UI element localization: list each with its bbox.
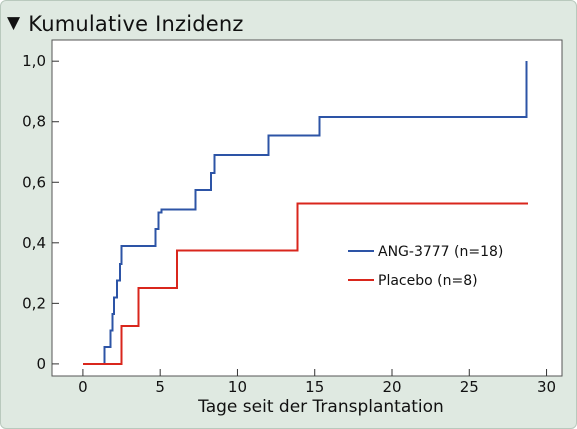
series-lines: [82, 61, 528, 365]
chart-title: Kumulative Inzidenz: [28, 12, 244, 36]
x-tick-label: 0: [78, 378, 88, 396]
y-tick-label: 0,8: [22, 113, 46, 131]
x-tick-label: 30: [537, 378, 556, 396]
legend: ANG-3777 (n=18) Placebo (n=8): [348, 244, 503, 289]
series-line-placebo: [82, 202, 528, 365]
x-tick-label: 25: [460, 378, 479, 396]
y-tick-label: 0,4: [22, 234, 46, 252]
x-tick-label: 10: [228, 378, 247, 396]
series-line-ang-3777: [82, 61, 528, 365]
plot-area: [51, 39, 563, 377]
x-axis-title: Tage seit der Transplantation: [197, 397, 444, 417]
x-tick-label: 20: [382, 378, 401, 396]
y-tick-label: 0: [36, 355, 46, 373]
legend-label: Placebo (n=8): [378, 273, 478, 289]
axis-ticks: 0 5 10 15 20 25 30 0 0,2 0,4 0,6 0,8 1,0: [22, 52, 556, 396]
triangle-down-icon: ▼: [7, 13, 21, 33]
x-tick-label: 5: [155, 378, 165, 396]
legend-label: ANG-3777 (n=18): [378, 244, 503, 260]
y-tick-label: 0,2: [22, 294, 46, 312]
chart-header: ▼ Kumulative Inzidenz: [7, 7, 244, 41]
y-tick-label: 1,0: [22, 52, 46, 70]
x-tick-label: 15: [305, 378, 324, 396]
y-tick-label: 0,6: [22, 173, 46, 191]
